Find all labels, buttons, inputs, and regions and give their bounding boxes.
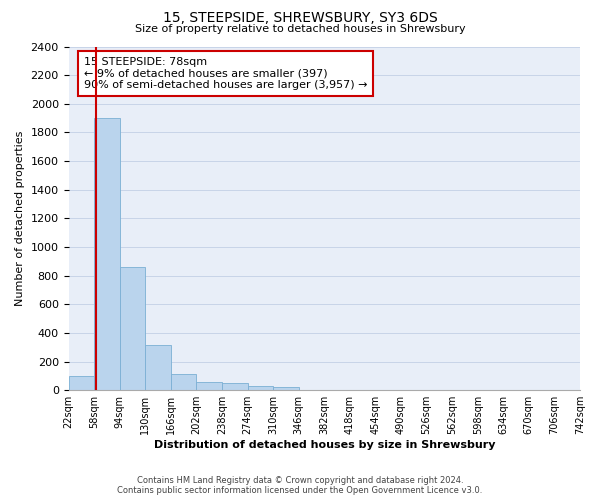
Bar — [248, 386, 273, 390]
Text: 15 STEEPSIDE: 78sqm
← 9% of detached houses are smaller (397)
90% of semi-detach: 15 STEEPSIDE: 78sqm ← 9% of detached hou… — [84, 57, 367, 90]
Bar — [68, 376, 94, 390]
Bar — [119, 267, 145, 390]
Y-axis label: Number of detached properties: Number of detached properties — [15, 130, 25, 306]
Bar — [94, 118, 119, 390]
Text: 15, STEEPSIDE, SHREWSBURY, SY3 6DS: 15, STEEPSIDE, SHREWSBURY, SY3 6DS — [163, 12, 437, 26]
Bar — [222, 383, 248, 390]
Bar — [196, 382, 222, 390]
X-axis label: Distribution of detached houses by size in Shrewsbury: Distribution of detached houses by size … — [154, 440, 495, 450]
Text: Size of property relative to detached houses in Shrewsbury: Size of property relative to detached ho… — [134, 24, 466, 34]
Bar — [273, 388, 299, 390]
Bar — [171, 374, 196, 390]
Bar — [145, 345, 171, 390]
Text: Contains HM Land Registry data © Crown copyright and database right 2024.
Contai: Contains HM Land Registry data © Crown c… — [118, 476, 482, 495]
